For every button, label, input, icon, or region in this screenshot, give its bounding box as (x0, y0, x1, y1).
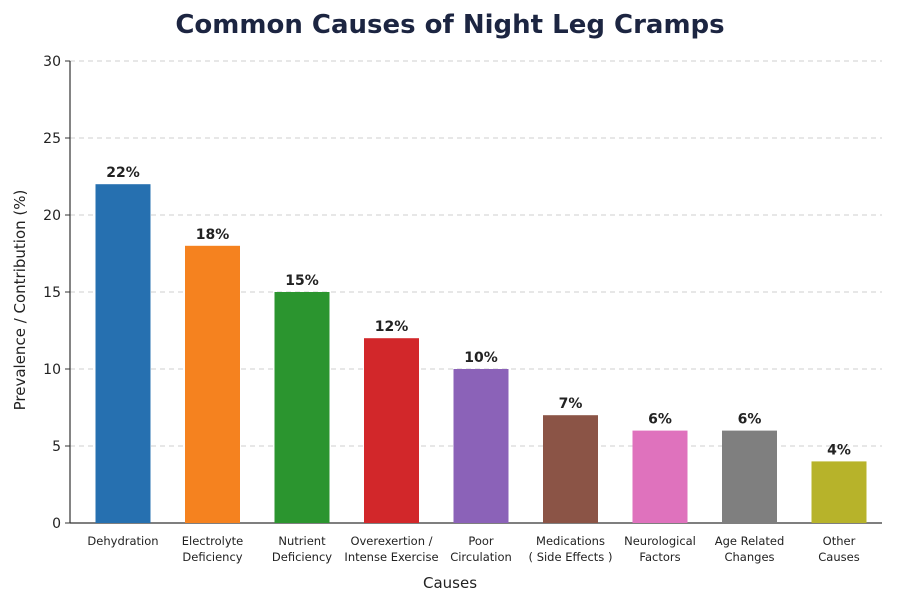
data-label: 15% (285, 273, 319, 289)
data-label: 7% (559, 396, 583, 412)
bar (811, 461, 867, 523)
x-tick-label: Intense Exercise (344, 550, 438, 564)
x-tick-label: Causes (818, 550, 859, 564)
x-tick-label: Poor (468, 534, 494, 548)
labels: 22% Dehydration 18% Electrolyte Deficiency 15… (87, 165, 859, 564)
y-tick-label: 15 (43, 285, 61, 301)
data-label: 18% (196, 227, 230, 243)
x-tick-label: Factors (639, 550, 680, 564)
x-tick-label: Neurological (624, 534, 696, 548)
y-tick-label: 5 (52, 439, 61, 455)
x-tick-label: Deficiency (182, 550, 242, 564)
data-label: 6% (648, 412, 672, 428)
x-axis-title: Causes (423, 574, 477, 592)
data-label: 4% (827, 442, 851, 458)
x-tick-label: ( Side Effects ) (529, 550, 613, 564)
x-tick-label: Nutrient (278, 534, 326, 548)
y-tick-label: 20 (43, 208, 61, 224)
x-tick-label: Changes (724, 550, 774, 564)
bar (364, 338, 419, 523)
bar (632, 430, 688, 523)
chart-title: Common Causes of Night Leg Cramps (175, 10, 725, 40)
x-tick-label: Electrolyte (182, 534, 243, 548)
x-tick-label: Age Related (715, 534, 785, 548)
bars (95, 184, 867, 524)
x-tick-label: Medications (536, 534, 605, 548)
bar (95, 184, 151, 523)
x-tick-label: Other (823, 534, 856, 548)
y-tick-label: 25 (43, 131, 61, 147)
data-label: 12% (375, 319, 409, 335)
x-tick-label: Circulation (450, 550, 512, 564)
bar (453, 369, 509, 523)
bar (274, 292, 330, 523)
x-tick-label: Dehydration (87, 534, 158, 548)
y-axis-title: Prevalence / Contribution (%) (11, 190, 29, 411)
data-label: 10% (464, 350, 498, 366)
y-tick-label: 0 (52, 516, 61, 532)
y-tick-label: 10 (43, 362, 61, 378)
bar (722, 430, 777, 523)
data-label: 6% (738, 412, 762, 428)
y-tick-label: 30 (43, 54, 61, 70)
bar (543, 415, 598, 523)
bar (185, 245, 240, 524)
data-label: 22% (106, 165, 140, 181)
x-tick-label: Overexertion / (350, 534, 432, 548)
x-tick-label: Deficiency (272, 550, 332, 564)
